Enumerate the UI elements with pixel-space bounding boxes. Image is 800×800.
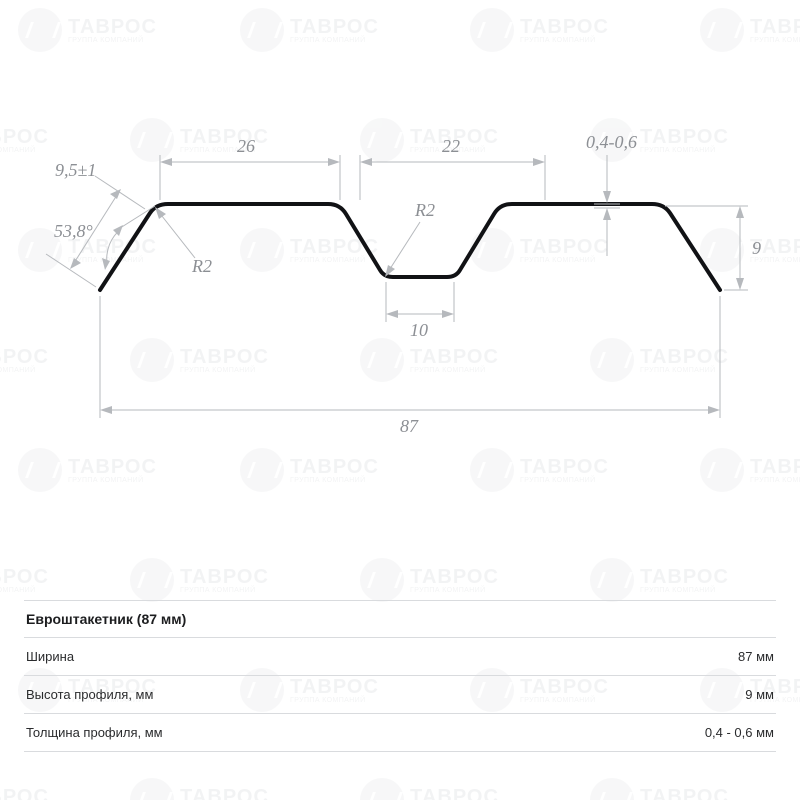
row-label: Толщина профиля, мм (26, 725, 163, 740)
row-label: Высота профиля, мм (26, 687, 153, 702)
dim-valley-10: 10 (386, 282, 454, 340)
profile-path (100, 204, 720, 290)
spec-title: Евроштакетник (87 мм) (24, 601, 776, 637)
table-row: Толщина профиля, мм 0,4 - 0,6 мм (24, 714, 776, 751)
row-label: Ширина (26, 649, 74, 664)
dim-total-87: 87 (100, 296, 720, 436)
dim-26: 26 (160, 136, 340, 200)
svg-text:R2: R2 (191, 256, 212, 276)
svg-text:26: 26 (237, 136, 255, 156)
dim-r2-center: R2 (385, 200, 435, 277)
dim-22: 22 (360, 136, 545, 200)
svg-text:22: 22 (442, 136, 460, 156)
svg-text:0,4-0,6: 0,4-0,6 (586, 132, 637, 152)
technical-diagram: 26 22 0,4-0,6 9,5±1 (0, 0, 800, 480)
svg-text:53,8°: 53,8° (54, 221, 93, 241)
row-value: 0,4 - 0,6 мм (705, 725, 774, 740)
dim-r2-left: R2 (155, 207, 212, 276)
row-value: 87 мм (738, 649, 774, 664)
row-value: 9 мм (745, 687, 774, 702)
spec-table: Евроштакетник (87 мм) Ширина 87 мм Высот… (24, 600, 776, 752)
svg-text:10: 10 (410, 320, 428, 340)
table-row: Ширина 87 мм (24, 638, 776, 675)
svg-text:87: 87 (400, 416, 419, 436)
table-row: Высота профиля, мм 9 мм (24, 676, 776, 713)
dim-thickness: 0,4-0,6 (586, 132, 637, 256)
svg-text:9,5±1: 9,5±1 (55, 160, 96, 180)
svg-text:R2: R2 (414, 200, 435, 220)
svg-text:9: 9 (752, 238, 761, 258)
